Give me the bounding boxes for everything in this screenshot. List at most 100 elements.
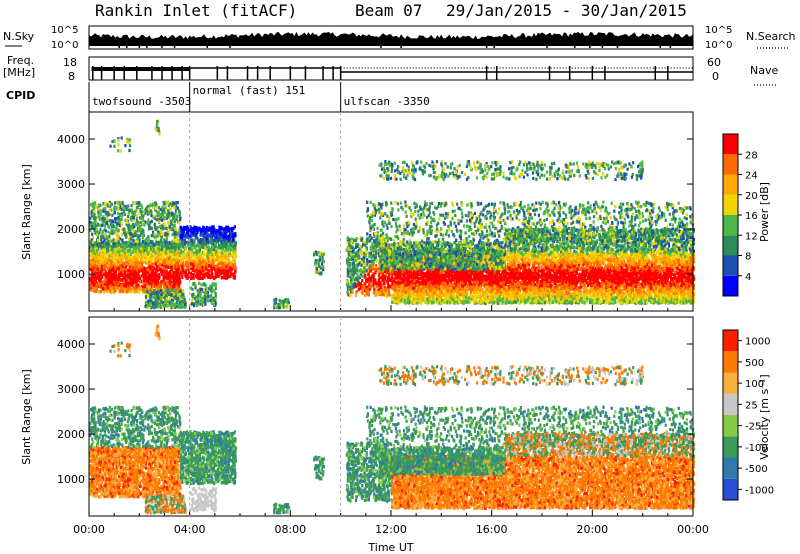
range-gate-cell — [214, 231, 216, 234]
range-gate-cell — [177, 240, 179, 243]
range-gate-cell — [122, 201, 124, 204]
range-gate-cell — [131, 204, 133, 207]
range-gate-cell — [214, 238, 216, 241]
range-gate-cell — [197, 289, 199, 292]
range-gate-cell — [205, 238, 207, 241]
range-gate-cell — [198, 282, 200, 285]
range-gate-cell — [156, 291, 158, 294]
range-gate-cell — [192, 293, 194, 296]
range-gate-cell — [197, 297, 199, 300]
range-gate-cell — [129, 273, 131, 276]
power-data — [89, 120, 695, 310]
range-gate-cell — [322, 256, 324, 259]
range-gate-cell — [152, 263, 154, 266]
range-gate-cell — [157, 305, 159, 308]
range-gate-cell — [187, 230, 189, 233]
range-gate-cell — [104, 217, 106, 220]
range-gate-cell — [139, 226, 141, 229]
range-gate-cell — [114, 262, 116, 265]
range-gate-cell — [193, 277, 195, 280]
range-gate-cell — [226, 226, 228, 229]
range-gate-cell — [130, 232, 132, 235]
range-gate-cell — [108, 213, 110, 216]
range-gate-cell — [184, 239, 186, 242]
range-gate-cell — [232, 245, 234, 248]
range-gate-cell — [355, 266, 357, 269]
range-gate-cell — [218, 255, 220, 258]
range-gate-cell — [121, 243, 123, 246]
range-gate-cell — [109, 219, 111, 222]
range-gate-cell — [199, 241, 201, 244]
nave-label: Nave — [750, 64, 778, 77]
range-gate-cell — [164, 216, 166, 219]
range-gate-cell — [361, 260, 363, 263]
range-gate-cell — [169, 275, 171, 278]
range-gate-cell — [137, 223, 139, 226]
range-gate-cell — [133, 273, 135, 276]
range-gate-cell — [117, 248, 119, 251]
range-gate-cell — [104, 278, 106, 281]
range-gate-cell — [163, 251, 165, 254]
range-gate-cell — [100, 235, 102, 238]
range-gate-cell — [319, 272, 321, 275]
range-gate-cell — [131, 283, 133, 286]
range-gate-cell — [388, 293, 390, 296]
range-gate-cell — [179, 217, 181, 220]
range-gate-cell — [141, 262, 143, 265]
range-gate-cell — [131, 216, 133, 219]
range-gate-cell — [117, 278, 119, 281]
range-gate-cell — [136, 206, 138, 209]
range-gate-cell — [160, 217, 162, 220]
range-gate-cell — [233, 246, 235, 249]
range-gate-cell — [355, 285, 357, 288]
range-gate-cell — [215, 284, 217, 287]
range-gate-cell — [178, 221, 180, 224]
range-gate-cell — [105, 242, 107, 245]
range-gate-cell — [129, 290, 131, 293]
range-gate-cell — [193, 304, 195, 307]
range-gate-cell — [179, 213, 181, 216]
range-gate-cell — [102, 236, 104, 239]
range-gate-cell — [107, 290, 109, 293]
nsky-label: N.Sky — [3, 30, 35, 43]
range-gate-cell — [174, 227, 176, 230]
range-gate-cell — [154, 273, 156, 276]
range-gate-cell — [276, 306, 278, 309]
range-gate-cell — [114, 217, 116, 220]
range-gate-cell — [155, 202, 157, 205]
range-gate-cell — [152, 273, 154, 276]
range-gate-cell — [157, 253, 159, 256]
range-gate-cell — [151, 306, 153, 309]
range-gate-cell — [188, 271, 190, 274]
range-gate-cell — [376, 290, 378, 293]
range-gate-cell — [352, 265, 354, 268]
range-gate-cell — [90, 254, 92, 257]
range-gate-cell — [210, 227, 212, 230]
range-gate-cell — [212, 283, 214, 286]
range-gate-cell — [107, 230, 109, 233]
range-gate-cell — [210, 286, 212, 289]
range-gate-cell — [165, 227, 167, 230]
range-gate-cell — [92, 212, 94, 215]
range-gate-cell — [125, 265, 127, 268]
range-gate-cell — [164, 224, 166, 227]
range-gate-cell — [191, 251, 193, 254]
range-gate-cell — [102, 210, 104, 213]
range-gate-cell — [356, 290, 358, 293]
range-gate-cell — [201, 298, 203, 301]
range-gate-cell — [156, 257, 158, 260]
range-gate-cell — [126, 208, 128, 211]
range-gate-cell — [94, 264, 96, 267]
range-gate-cell — [129, 277, 131, 280]
range-gate-cell — [99, 228, 101, 231]
range-gate-cell — [131, 259, 133, 262]
range-gate-cell — [223, 228, 225, 231]
range-gate-cell — [106, 273, 108, 276]
range-gate-cell — [89, 224, 91, 227]
range-gate-cell — [120, 214, 122, 217]
range-gate-cell — [139, 280, 141, 283]
range-gate-cell — [361, 279, 363, 282]
range-gate-cell — [134, 213, 136, 216]
range-gate-cell — [156, 120, 158, 123]
range-gate-cell — [390, 238, 392, 241]
